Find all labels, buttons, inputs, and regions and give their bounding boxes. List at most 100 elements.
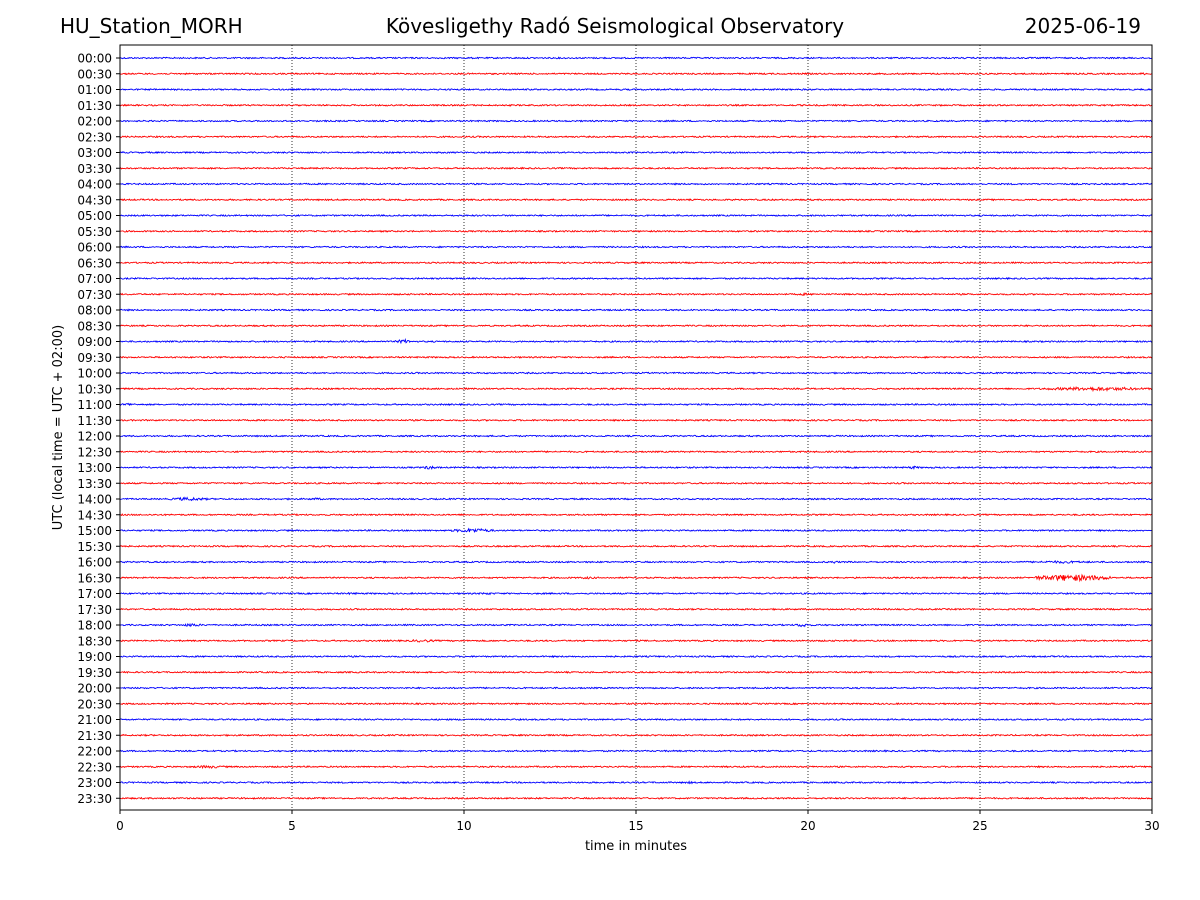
y-tick-label: 09:00 (77, 335, 112, 349)
x-tick-label: 30 (1144, 819, 1159, 833)
seismic-trace (119, 150, 1153, 155)
seismic-trace (119, 402, 1153, 407)
seismic-trace (119, 418, 1153, 422)
seismic-trace (119, 276, 1153, 281)
y-tick-label: 21:00 (77, 713, 112, 727)
y-tick-label: 19:00 (77, 650, 112, 664)
y-tick-label: 16:00 (77, 556, 112, 570)
seismic-trace (119, 496, 1153, 502)
y-tick-label: 00:30 (77, 67, 112, 81)
seismic-trace (119, 166, 1153, 170)
seismic-trace (119, 465, 1153, 471)
y-tick-label: 10:00 (77, 367, 112, 381)
y-tick-label: 07:30 (77, 288, 112, 302)
y-tick-label: 01:30 (77, 99, 112, 113)
y-tick-label: 21:30 (77, 729, 112, 743)
y-tick-label: 20:30 (77, 697, 112, 711)
seismic-trace (119, 573, 1153, 583)
y-tick-label: 03:00 (77, 146, 112, 160)
seismic-trace (119, 670, 1153, 674)
seismic-trace (119, 591, 1153, 596)
seismic-trace (119, 450, 1153, 454)
y-tick-label: 20:00 (77, 682, 112, 696)
seismic-trace (119, 749, 1153, 753)
seismic-trace (119, 261, 1153, 265)
y-tick-label: 09:30 (77, 351, 112, 365)
y-tick-label: 14:30 (77, 508, 112, 522)
y-tick-label: 18:00 (77, 619, 112, 633)
seismic-trace (119, 135, 1153, 139)
y-tick-label: 23:30 (77, 792, 112, 806)
x-axis-label: time in minutes (585, 839, 687, 854)
seismic-trace (119, 702, 1153, 706)
y-tick-label: 11:30 (77, 414, 112, 428)
seismic-trace (119, 213, 1153, 218)
y-tick-label: 22:00 (77, 745, 112, 759)
y-axis-label: UTC (local time = UTC + 02:00) (51, 325, 66, 530)
seismic-trace (119, 780, 1153, 785)
seismic-trace (119, 87, 1153, 92)
seismic-trace (119, 796, 1153, 800)
y-tick-label: 13:30 (77, 477, 112, 491)
y-tick-label: 18:30 (77, 634, 112, 648)
y-tick-label: 12:00 (77, 430, 112, 444)
seismic-trace (119, 72, 1153, 76)
seismic-trace (119, 371, 1153, 375)
seismic-trace (119, 103, 1153, 107)
y-tick-label: 10:30 (77, 382, 112, 396)
seismic-trace (119, 764, 1153, 770)
y-tick-label: 23:00 (77, 776, 112, 790)
seismic-trace (119, 385, 1153, 393)
y-tick-label: 15:00 (77, 524, 112, 538)
record-date: 2025-06-19 (1024, 14, 1141, 38)
y-tick-label: 03:30 (77, 162, 112, 176)
y-tick-label: 02:00 (77, 115, 112, 129)
seismic-trace (119, 527, 1153, 534)
seismic-trace (119, 182, 1153, 186)
y-tick-label: 12:30 (77, 445, 112, 459)
observatory-title: Kövesligethy Radó Seismological Observat… (385, 14, 845, 38)
seismic-trace (119, 513, 1153, 517)
y-tick-label: 05:30 (77, 225, 112, 239)
seismic-trace (119, 622, 1153, 628)
seismic-trace (119, 198, 1153, 202)
y-tick-label: 14:00 (77, 493, 112, 507)
x-tick-label: 20 (800, 819, 815, 833)
seismic-trace (119, 560, 1153, 565)
seismic-trace (119, 544, 1153, 548)
y-tick-label: 08:30 (77, 319, 112, 333)
y-tick-label: 19:30 (77, 666, 112, 680)
y-tick-label: 08:00 (77, 304, 112, 318)
x-tick-label: 15 (628, 819, 643, 833)
seismic-trace (119, 338, 1153, 345)
y-tick-label: 04:00 (77, 178, 112, 192)
x-tick-label: 5 (288, 819, 296, 833)
seismic-trace (119, 245, 1153, 249)
seismic-trace (119, 56, 1153, 60)
seismic-trace (119, 733, 1153, 737)
y-tick-label: 22:30 (77, 760, 112, 774)
y-tick-label: 13:00 (77, 461, 112, 475)
y-tick-label: 07:00 (77, 272, 112, 286)
seismic-trace (119, 119, 1153, 123)
x-tick-label: 0 (116, 819, 124, 833)
seismic-trace (119, 355, 1153, 359)
y-tick-label: 17:30 (77, 603, 112, 617)
y-tick-label: 16:30 (77, 571, 112, 585)
y-tick-label: 11:00 (77, 398, 112, 412)
seismic-trace (119, 607, 1153, 611)
y-tick-label: 17:00 (77, 587, 112, 601)
x-tick-label: 25 (972, 819, 987, 833)
seismic-trace (119, 654, 1153, 659)
seismic-trace (119, 481, 1153, 485)
y-tick-label: 06:30 (77, 256, 112, 270)
y-tick-label: 04:30 (77, 193, 112, 207)
y-tick-label: 00:00 (77, 52, 112, 66)
y-tick-label: 02:30 (77, 130, 112, 144)
seismic-trace (119, 324, 1153, 328)
seismic-trace (119, 308, 1153, 312)
seismic-trace (119, 638, 1153, 643)
y-tick-label: 06:00 (77, 241, 112, 255)
y-tick-label: 01:00 (77, 83, 112, 97)
